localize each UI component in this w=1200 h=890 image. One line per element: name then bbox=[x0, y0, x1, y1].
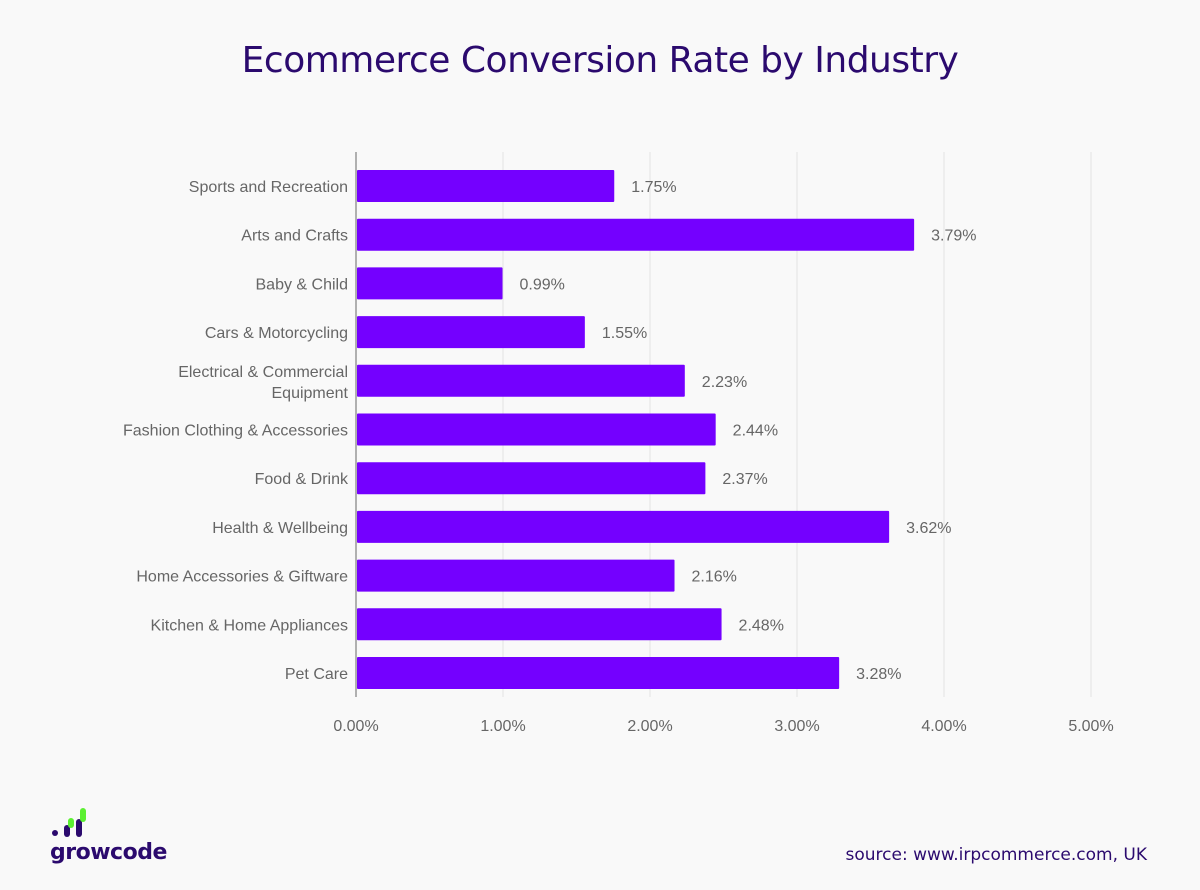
bar bbox=[357, 267, 503, 300]
data-label: 1.55% bbox=[602, 325, 647, 342]
bar bbox=[357, 364, 685, 397]
data-label: 2.23% bbox=[702, 374, 747, 391]
data-label: 2.37% bbox=[722, 471, 767, 488]
bar bbox=[357, 510, 890, 543]
bar bbox=[357, 316, 585, 349]
bar bbox=[357, 657, 840, 689]
x-tick-label: 5.00% bbox=[1068, 718, 1113, 735]
brand-name: growcode bbox=[50, 840, 167, 865]
bar bbox=[357, 462, 706, 495]
data-label: 2.16% bbox=[692, 569, 737, 586]
category-label: Sports and Recreation bbox=[189, 179, 348, 196]
category-label: Electrical & Commercial Equipment bbox=[178, 364, 348, 402]
source-note: source: www.irpcommerce.com, UK bbox=[845, 845, 1147, 865]
x-tick-label: 1.00% bbox=[480, 718, 525, 735]
category-label: Cars & Motorcycling bbox=[205, 325, 348, 342]
data-label: 3.79% bbox=[931, 228, 976, 245]
bar bbox=[357, 413, 716, 446]
bar bbox=[357, 559, 675, 592]
data-label: 0.99% bbox=[520, 276, 565, 293]
data-label: 1.75% bbox=[631, 179, 676, 196]
x-tick-label: 0.00% bbox=[333, 718, 378, 735]
x-tick-label: 3.00% bbox=[774, 718, 819, 735]
category-label: Pet Care bbox=[285, 666, 348, 683]
chart-title: Ecommerce Conversion Rate by Industry bbox=[241, 40, 959, 81]
data-label: 2.48% bbox=[739, 617, 784, 634]
category-label: Arts and Crafts bbox=[241, 228, 348, 245]
data-label: 3.62% bbox=[906, 520, 951, 537]
category-label: Fashion Clothing & Accessories bbox=[123, 423, 348, 440]
x-tick-label: 4.00% bbox=[921, 718, 966, 735]
growcode-logo-icon bbox=[52, 808, 86, 837]
data-label: 2.44% bbox=[733, 423, 778, 440]
bar bbox=[357, 608, 722, 641]
bar-chart: 0.00% 1.00% 2.00% 3.00% 4.00% 5.00% 1.75% Sport… bbox=[123, 152, 1114, 735]
category-label: Food & Drink bbox=[255, 471, 349, 488]
x-tick-label: 2.00% bbox=[627, 718, 672, 735]
data-label: 3.28% bbox=[856, 666, 901, 683]
category-label: Baby & Child bbox=[256, 276, 349, 293]
category-label: Kitchen & Home Appliances bbox=[151, 617, 348, 634]
bar bbox=[357, 218, 915, 251]
category-label: Home Accessories & Giftware bbox=[136, 569, 348, 586]
category-label: Health & Wellbeing bbox=[212, 520, 348, 537]
bar bbox=[357, 170, 615, 202]
